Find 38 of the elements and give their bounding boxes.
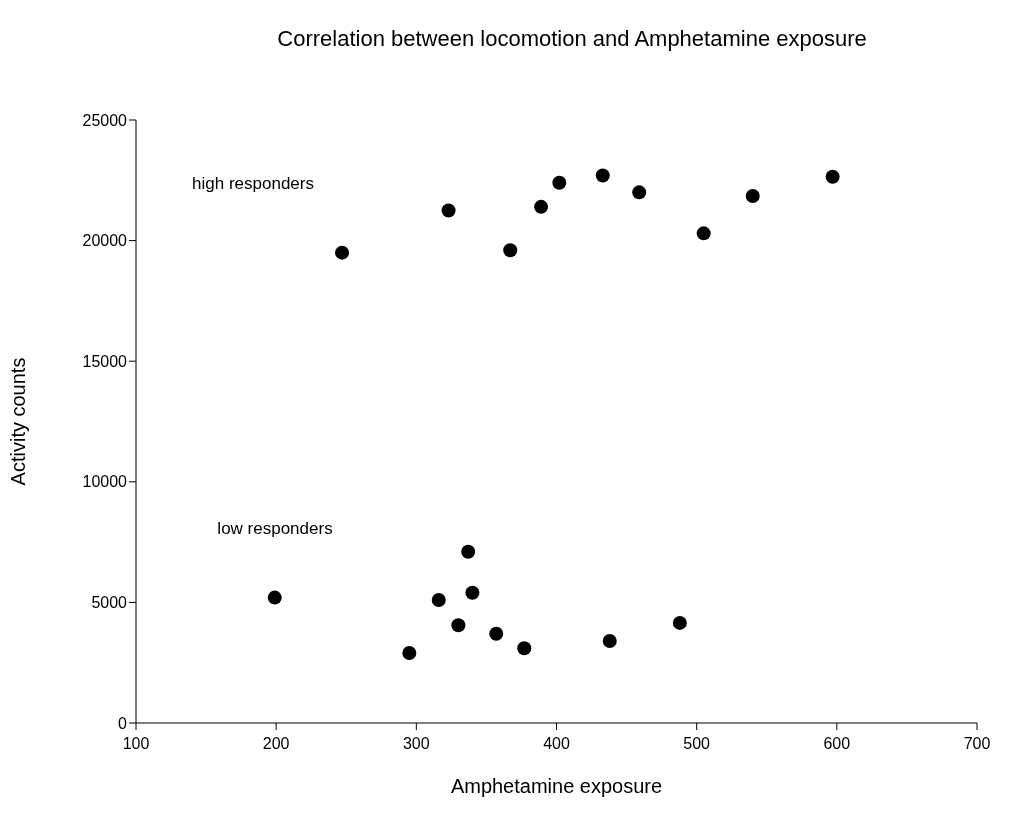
annotation: high responders [192, 174, 314, 194]
x-axis-title: Amphetamine exposure [450, 775, 663, 798]
point [402, 646, 417, 661]
x-tick-label: 400 [543, 735, 570, 753]
point [465, 585, 480, 600]
point [534, 199, 549, 214]
y-tick-label: 15000 [82, 352, 128, 370]
point [503, 243, 518, 258]
point [745, 188, 760, 203]
point [431, 592, 446, 607]
point [672, 615, 687, 630]
point [517, 641, 532, 656]
point [595, 168, 610, 183]
x-tick-label: 700 [963, 735, 991, 753]
point [451, 618, 466, 633]
point [461, 544, 476, 559]
point [602, 633, 617, 648]
point [632, 185, 647, 200]
y-tick-label: 0 [118, 714, 128, 732]
point [696, 226, 711, 241]
x-tick-label: 300 [402, 735, 430, 753]
chart-title: Correlation between locomotion and Amphetamine exposure [276, 26, 868, 52]
y-axis-title: Activity counts [7, 357, 30, 486]
y-tick-label: 25000 [82, 111, 128, 129]
point [335, 245, 350, 260]
annotation: low responders [217, 519, 333, 539]
point [825, 169, 840, 184]
point [552, 175, 567, 190]
y-tick-label: 10000 [82, 473, 128, 491]
y-tick-label: 20000 [82, 232, 128, 250]
y-tick-label: 5000 [91, 594, 128, 612]
point [267, 590, 282, 605]
x-tick-label: 600 [823, 735, 851, 753]
point [489, 626, 504, 641]
x-tick-label: 500 [683, 735, 711, 753]
x-tick-label: 200 [262, 735, 290, 753]
point [441, 203, 456, 218]
x-tick-label: 100 [122, 735, 150, 753]
